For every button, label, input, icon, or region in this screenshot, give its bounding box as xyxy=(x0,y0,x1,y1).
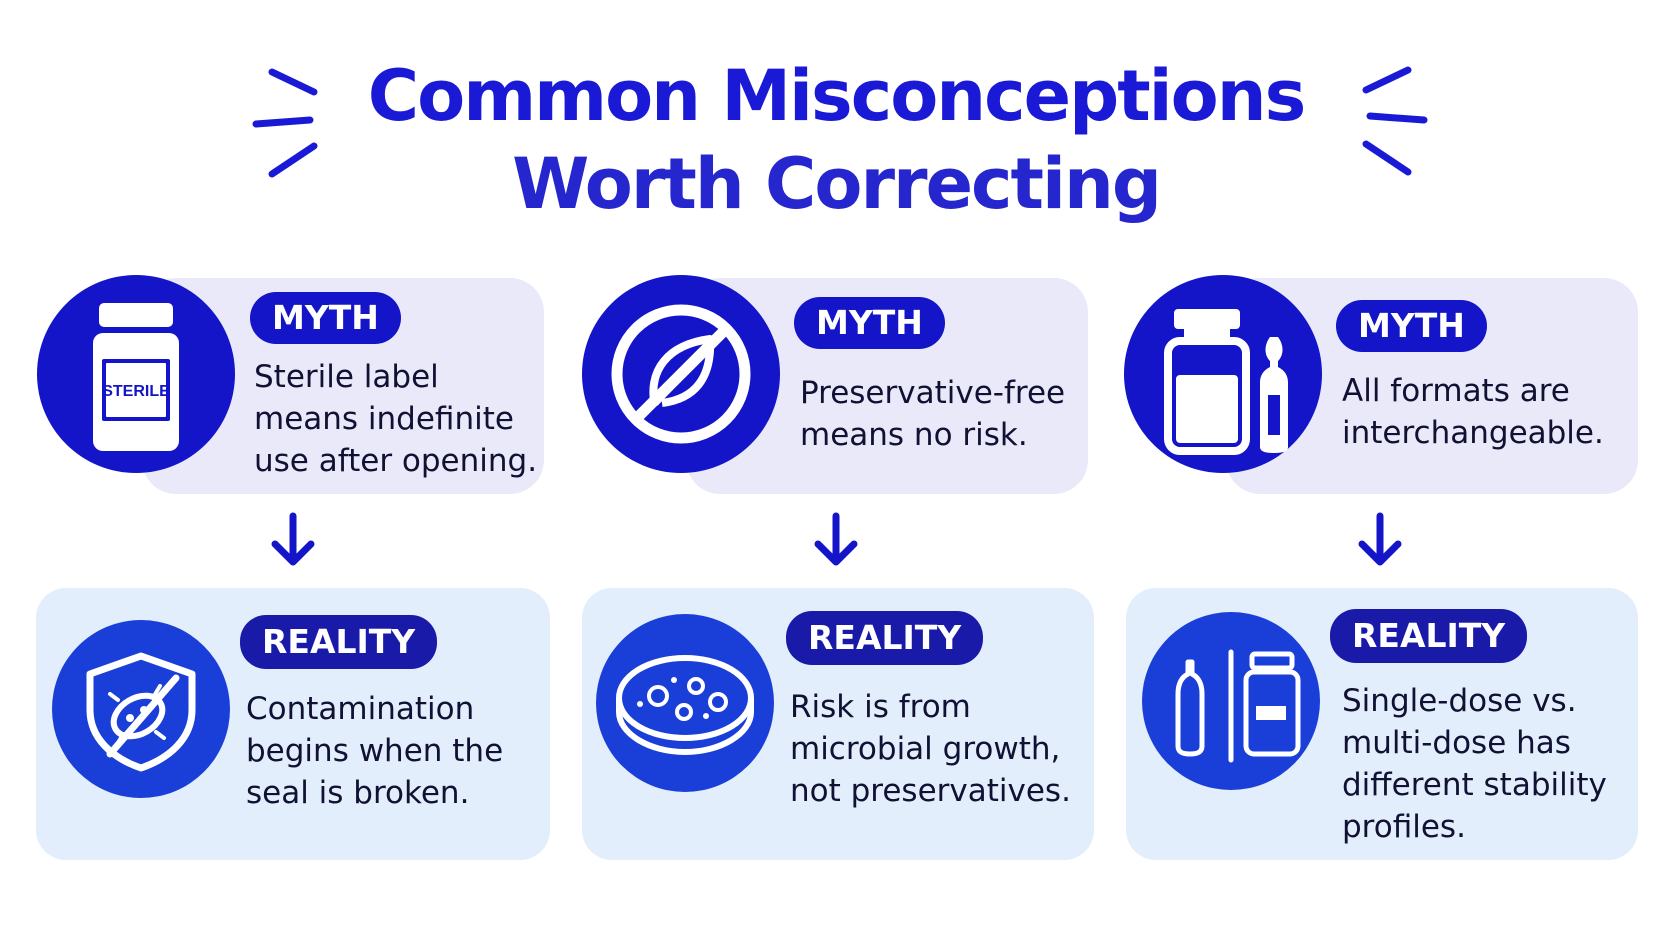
arrow-down-icon xyxy=(814,512,858,566)
page-title: Common Misconceptions Worth Correcting xyxy=(0,52,1672,228)
petri-dish-icon xyxy=(616,655,754,756)
arrow-down-icon xyxy=(1358,512,1402,566)
right-burst-icon xyxy=(1362,66,1428,176)
sterile-vial-icon: STERILE xyxy=(93,303,179,451)
myth-icon-circle xyxy=(582,275,780,473)
reality-text: Contamination begins when the seal is br… xyxy=(246,691,504,811)
reality-badge: REALITY xyxy=(786,611,984,665)
myth-text: All formats are interchangeable. xyxy=(1342,373,1604,451)
myth-icon-circle: STERILE xyxy=(37,275,235,473)
myth-text: Preservative-free means no risk. xyxy=(800,375,1066,453)
reality-icon-circle xyxy=(52,620,230,798)
reality-badge: REALITY xyxy=(1330,609,1528,663)
reality-text: Single-dose vs. multi-dose has different… xyxy=(1342,683,1607,845)
reality-text: Risk is from microbial growth, not prese… xyxy=(790,689,1071,809)
reality-icon-circle xyxy=(1142,612,1320,790)
vial-label: STERILE xyxy=(102,383,170,400)
myth-text: Sterile label means indefinite use after… xyxy=(254,359,538,479)
reality-badge: REALITY xyxy=(240,615,438,669)
title-line-1: Common Misconceptions xyxy=(367,55,1307,137)
myth-badge: MYTH xyxy=(1336,300,1487,352)
vial-and-ampoule-icon xyxy=(1164,309,1288,455)
title-line-2: Worth Correcting xyxy=(512,143,1162,225)
shield-microbe-crossed-icon xyxy=(86,652,196,772)
ampoule-vs-vial-icon xyxy=(1175,649,1301,763)
myth-badge: MYTH xyxy=(794,297,945,349)
myth-icon-circle xyxy=(1124,275,1322,473)
reality-icon-circle xyxy=(596,614,774,792)
left-burst-icon xyxy=(252,68,318,178)
leaf-crossed-icon xyxy=(611,304,751,444)
myth-badge: MYTH xyxy=(250,292,401,344)
arrow-down-icon xyxy=(271,512,315,566)
